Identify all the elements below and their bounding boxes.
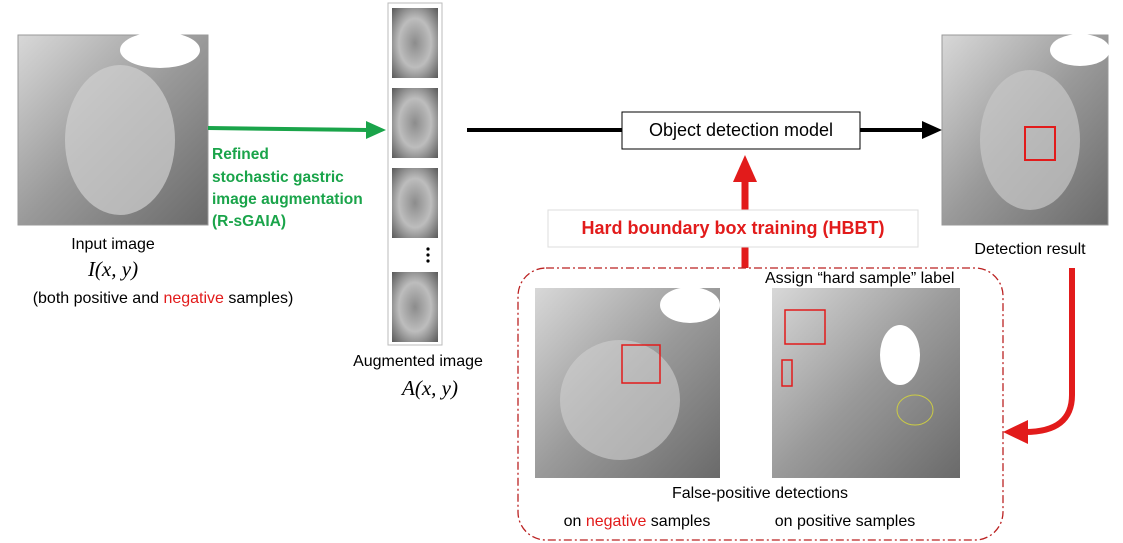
positive-sample-image: [772, 288, 960, 478]
caption-part: samples: [646, 513, 710, 530]
hbbt-label: Hard boundary box training (HBBT): [582, 218, 885, 238]
note-part: negative: [163, 290, 224, 307]
assign-label: Assign “hard sample” label: [765, 270, 954, 287]
green-arrow: [207, 126, 369, 132]
model-label: Object detection model: [649, 120, 833, 140]
arrowhead: [922, 121, 942, 139]
input-note: (both positive and negative samples): [33, 290, 294, 307]
negative-sample-image: [535, 287, 720, 478]
input-image: [17, 32, 209, 226]
arrowhead: [366, 121, 386, 139]
input-formula: I(x, y): [87, 257, 138, 281]
result-label: Detection result: [974, 241, 1086, 258]
input-label: Input image: [71, 236, 155, 253]
augmented-label: Augmented image: [353, 353, 483, 370]
aug-line: image augmentation: [212, 191, 363, 208]
fp-title: False-positive detections: [672, 485, 848, 502]
negative-caption: on negative samples: [564, 513, 711, 530]
aug-line: (R-sGAIA): [212, 213, 286, 230]
model-box: [621, 111, 861, 150]
note-part: samples): [224, 290, 293, 307]
aug-line: Refined: [212, 146, 269, 163]
caption-part: negative: [586, 513, 647, 530]
arrowhead: [1003, 420, 1028, 444]
hbbt-box: [547, 209, 919, 248]
arrowhead: [733, 155, 757, 182]
red-curve-arrow: [1024, 268, 1075, 435]
augmented-stack: [387, 2, 443, 346]
aug-line: stochastic gastric: [212, 169, 344, 186]
caption-part: on: [564, 513, 586, 530]
note-part: (both positive and: [33, 290, 164, 307]
hard-sample-region: [517, 267, 1004, 541]
augmented-formula: A(x, y): [400, 376, 458, 400]
result-image: [941, 34, 1110, 226]
positive-caption: on positive samples: [775, 513, 916, 530]
